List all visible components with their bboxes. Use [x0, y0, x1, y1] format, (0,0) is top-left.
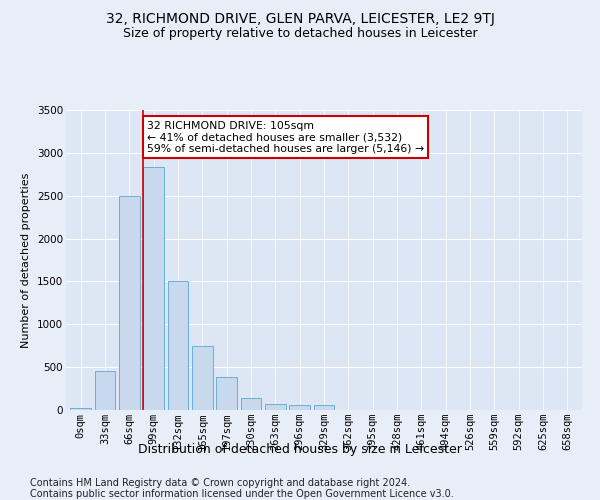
Y-axis label: Number of detached properties: Number of detached properties	[22, 172, 31, 348]
Bar	[167, 280, 188, 410]
Bar	[216, 376, 237, 410]
Text: 32 RICHMOND DRIVE: 105sqm
← 41% of detached houses are smaller (3,532)
59% of se: 32 RICHMOND DRIVE: 105sqm ← 41% of detac…	[147, 121, 424, 154]
Bar	[143, 168, 164, 410]
Text: Size of property relative to detached houses in Leicester: Size of property relative to detached ho…	[122, 28, 478, 40]
Bar	[192, 346, 212, 410]
Bar	[265, 404, 286, 410]
Bar	[119, 196, 140, 410]
Bar	[314, 406, 334, 410]
Bar	[95, 370, 115, 410]
Bar	[289, 406, 310, 410]
Bar	[70, 408, 91, 410]
Text: 32, RICHMOND DRIVE, GLEN PARVA, LEICESTER, LE2 9TJ: 32, RICHMOND DRIVE, GLEN PARVA, LEICESTE…	[106, 12, 494, 26]
Text: Contains HM Land Registry data © Crown copyright and database right 2024.: Contains HM Land Registry data © Crown c…	[30, 478, 410, 488]
Text: Contains public sector information licensed under the Open Government Licence v3: Contains public sector information licen…	[30, 489, 454, 499]
Text: Distribution of detached houses by size in Leicester: Distribution of detached houses by size …	[138, 442, 462, 456]
Bar	[241, 398, 262, 410]
